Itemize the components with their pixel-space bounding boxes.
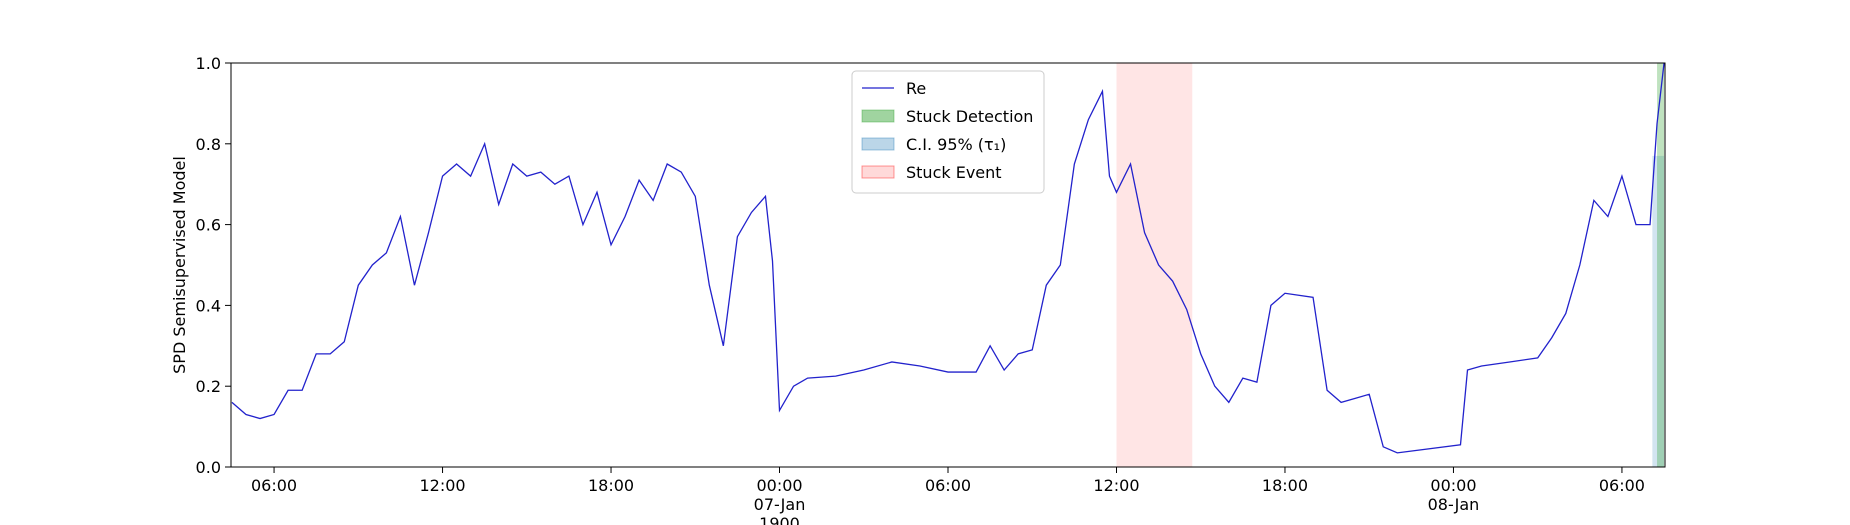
y-tick-label: 1.0	[196, 54, 221, 73]
x-tick-label: 18:00	[588, 476, 634, 495]
x-tick-label: 12:00	[1093, 476, 1139, 495]
y-tick-label: 0.2	[196, 377, 221, 396]
x-tick-label: 18:00	[1262, 476, 1308, 495]
region	[1657, 63, 1665, 467]
series-line	[231, 62, 1665, 454]
legend-box	[851, 70, 1045, 194]
legend-swatch	[861, 109, 895, 123]
legend-label: Stuck Detection	[906, 107, 1033, 126]
legend-label: C.I. 95% (τ₁)	[906, 135, 1006, 154]
legend-swatch	[861, 137, 895, 151]
x-tick-label: 06:00	[251, 476, 297, 495]
y-tick-label: 0.4	[196, 296, 221, 315]
x-tick-label: 00:00 08-Jan	[1428, 476, 1480, 514]
y-tick-label: 0.8	[196, 135, 221, 154]
x-tick-label: 06:00	[925, 476, 971, 495]
y-tick-label: 0.0	[196, 458, 221, 477]
x-tick-label: 00:00 07-Jan 1900	[754, 476, 806, 525]
region	[1116, 63, 1193, 467]
x-tick-label: 12:00	[419, 476, 465, 495]
y-axis-label: SPD Semisupervised Model	[170, 156, 189, 374]
legend-label: Stuck Event	[906, 163, 1002, 182]
y-tick-label: 0.6	[196, 216, 221, 235]
x-tick-label: 06:00	[1599, 476, 1645, 495]
legend-swatch	[861, 165, 895, 179]
region	[1652, 155, 1665, 468]
plot-frame	[230, 62, 1666, 468]
legend-label: Re	[906, 79, 926, 98]
